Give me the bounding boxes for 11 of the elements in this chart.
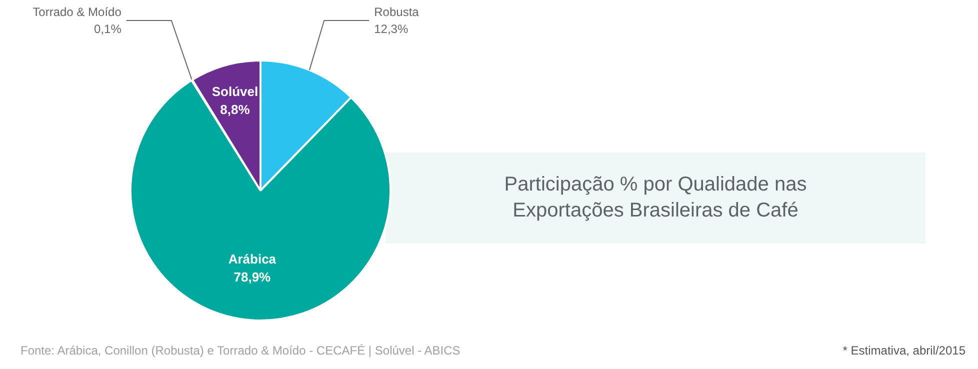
data-label: 12,3% — [374, 22, 408, 36]
data-label: 8,8% — [220, 102, 250, 117]
slice-label: Solúvel — [212, 84, 258, 99]
text: Participação % por Qualidade nas Exportações Brasileiras de Café — [504, 173, 807, 222]
text: * Estimativa, abril/2015 — [842, 344, 966, 358]
data-label: 0,1% — [94, 22, 122, 36]
slice-label: Torrado & Moído — [32, 5, 122, 20]
slice-label: Arábica — [228, 252, 277, 267]
data-label: 78,9% — [234, 270, 272, 285]
slice-label: Robusta — [374, 5, 420, 20]
source-note: Fonte: Arábica, Conillon (Robusta) e Torrado & Moído - CECAFÉ | Solúvel - ABICS — [20, 344, 460, 358]
